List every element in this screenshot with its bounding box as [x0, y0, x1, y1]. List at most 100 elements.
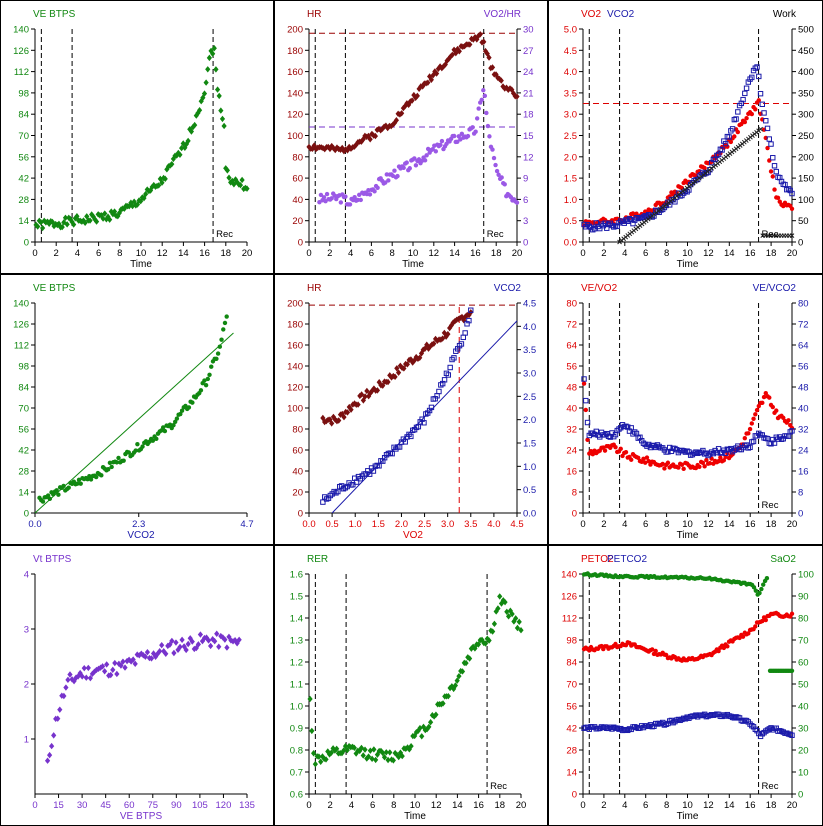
data-point [71, 221, 77, 228]
y-tick-label-right: 80 [798, 299, 809, 310]
data-point [728, 139, 734, 145]
data-point [138, 650, 144, 657]
series-peto2 [581, 610, 795, 663]
data-point [786, 418, 791, 423]
data-point [732, 134, 737, 139]
data-point [309, 727, 315, 735]
data-point [438, 142, 443, 148]
data-point [57, 706, 63, 713]
data-point [489, 64, 496, 71]
series-ve-btps [37, 314, 229, 504]
data-point [735, 109, 741, 115]
data-point [404, 160, 409, 165]
data-point [763, 617, 768, 623]
y-tick-label-left: 1.2 [290, 658, 303, 669]
y-tick-label-right: 10 [798, 768, 809, 779]
x-tick-label: 18 [221, 248, 232, 259]
y-tick-label-left: 160 [287, 67, 303, 78]
data-point [320, 499, 326, 505]
data-point [516, 618, 522, 626]
data-point [215, 351, 221, 356]
data-point [763, 118, 769, 124]
data-point [757, 90, 764, 97]
data-point [202, 378, 207, 383]
data-point [213, 66, 219, 73]
y-tick-label-left: 140 [13, 299, 29, 310]
y-tick-label-left: 42 [18, 174, 29, 185]
x-tick-label: 16 [473, 800, 484, 811]
series-ve-btps [33, 45, 250, 232]
y-tick-label-left: 0 [298, 238, 303, 249]
data-point [421, 420, 427, 426]
y-axis-label-left: VE BTPS [33, 9, 76, 20]
trend-line [34, 332, 234, 514]
y-tick-label-left: 42 [18, 446, 29, 457]
data-point [208, 642, 214, 650]
x-tick-label: 4 [622, 800, 627, 811]
data-point [330, 413, 337, 421]
data-point [35, 223, 41, 230]
data-point [408, 433, 414, 440]
data-point [653, 648, 658, 654]
data-point [110, 210, 116, 218]
x-tick-label: 0 [580, 800, 585, 811]
data-point [456, 672, 462, 680]
data-point [702, 165, 707, 171]
x-tick-label: 3.0 [441, 519, 454, 530]
data-point [753, 107, 758, 112]
data-point [641, 456, 646, 462]
y-tick-label-right: 16 [798, 467, 809, 478]
y-tick-label-left: 1 [24, 735, 29, 746]
data-point [159, 641, 165, 649]
y-tick-label-left: 1.0 [290, 702, 303, 713]
data-point [224, 167, 230, 174]
data-point [76, 477, 82, 483]
data-point [450, 319, 456, 326]
data-point [756, 98, 761, 103]
series-vo2-hr [317, 88, 520, 207]
data-point [386, 178, 391, 183]
data-point [502, 182, 507, 187]
x-tick-label: 12 [703, 519, 714, 530]
data-point [751, 416, 756, 422]
data-point [167, 162, 173, 169]
data-point [140, 444, 145, 449]
data-point [749, 111, 755, 117]
y-tick-label-right: 3.5 [523, 345, 536, 356]
data-point [40, 499, 46, 504]
y-tick-label-left: 40 [292, 467, 303, 478]
data-point [761, 110, 767, 116]
y-tick-label-left: 40 [292, 195, 303, 206]
data-point [322, 145, 328, 153]
data-point [409, 97, 415, 104]
data-point [64, 221, 70, 228]
x-tick-label: 12 [429, 248, 440, 259]
data-point [768, 169, 774, 174]
data-point [459, 313, 465, 321]
x-tick-label: 8 [390, 248, 395, 259]
data-point [587, 648, 592, 653]
data-point [602, 448, 608, 453]
x-tick-label: 10 [682, 248, 693, 259]
data-point [56, 492, 61, 497]
data-point [649, 647, 655, 652]
data-point [643, 460, 648, 465]
data-point [178, 411, 183, 417]
data-point [177, 151, 183, 158]
data-point [114, 460, 119, 465]
x-axis-label: VO2 [403, 530, 423, 541]
data-point [338, 200, 344, 205]
y-tick-label-right: 15 [523, 131, 534, 142]
data-point [323, 417, 329, 425]
data-point [716, 459, 721, 464]
data-point [385, 124, 391, 132]
recovery-annotation: Rec [762, 781, 779, 792]
data-point [210, 50, 216, 57]
y-tick-label-left: 112 [562, 614, 577, 625]
chart-svg-ve-time: 0 14 28 42 56 70 84 98 112 126 140 0 2 4 6 8 10 12 14 16 18 2… [13, 9, 252, 270]
y-tick-label-right: 21 [523, 88, 534, 99]
data-point [130, 656, 136, 663]
data-point [721, 645, 727, 651]
data-point [369, 755, 375, 763]
y-tick-label-right: 0 [798, 790, 803, 801]
